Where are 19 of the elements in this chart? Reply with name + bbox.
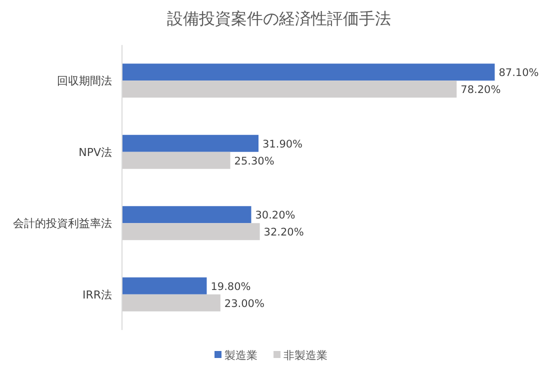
y-tick-label: 回収期間法: [57, 74, 112, 88]
bar: [122, 134, 259, 152]
data-label: 19.80%: [210, 280, 251, 293]
data-label: 32.20%: [264, 226, 304, 239]
y-tick-label: IRR法: [82, 288, 112, 302]
data-label: 25.30%: [234, 155, 274, 168]
data-label: 30.20%: [255, 210, 296, 222]
data-label: 31.90%: [262, 138, 303, 150]
legend-label: 製造業: [224, 349, 258, 362]
chart-title: 設備投資案件の経済性評価手法: [167, 9, 391, 28]
y-tick-label: NPV法: [78, 146, 112, 159]
bar: [122, 277, 207, 294]
data-label: 78.20%: [460, 84, 501, 96]
bar: [122, 64, 495, 81]
y-tick-label: 会計的投資利益率法: [13, 217, 112, 230]
data-label: 23.00%: [224, 298, 264, 310]
bar: [122, 206, 252, 224]
data-label: 87.10%: [498, 67, 539, 80]
legend-label: 非製造業: [284, 349, 328, 362]
